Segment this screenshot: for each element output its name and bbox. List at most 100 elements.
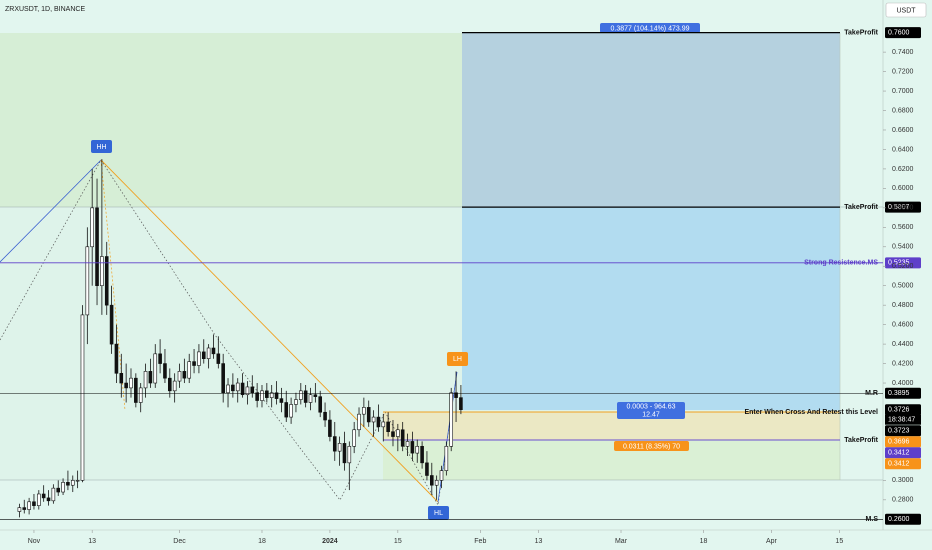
price-badge xyxy=(885,27,921,39)
candle-body xyxy=(400,429,405,447)
target-box-lower xyxy=(462,207,840,410)
candle-body xyxy=(269,392,274,398)
x-tick-label: 15 xyxy=(394,538,402,545)
zone-lower xyxy=(383,440,840,480)
entry-info: 0.0003 - 964.63 xyxy=(626,403,675,410)
y-tick-label: 0.7200 xyxy=(892,68,914,75)
hh-label: HH xyxy=(96,144,106,151)
symbol-title: ZRXUSDT, 1D, BINANCE xyxy=(5,6,85,13)
candle-body xyxy=(255,392,259,401)
price-badge-label: 0.3723 xyxy=(888,428,910,435)
price-badge-label: 0.5235 xyxy=(888,260,910,267)
level-text: TakeProfit xyxy=(844,29,878,36)
trend-line xyxy=(100,159,439,503)
candle-body xyxy=(284,402,289,418)
header xyxy=(0,0,932,20)
price-badge-label: 0.5807 xyxy=(888,204,910,211)
candle-body xyxy=(197,351,201,366)
candle-body xyxy=(376,416,381,428)
candle-body xyxy=(114,343,119,374)
y-tick-label: 0.3000 xyxy=(892,477,914,484)
y-tick-label: 0.5400 xyxy=(892,244,914,251)
candle-body xyxy=(366,407,371,423)
countdown: 18:38:47 xyxy=(888,417,915,424)
candle-body xyxy=(454,392,458,398)
currency[interactable]: USDT xyxy=(896,7,916,14)
candle-body xyxy=(85,246,90,316)
candle-body xyxy=(129,377,133,389)
candle-body xyxy=(425,462,429,476)
stop-info: 0.0311 (8.35%) 70 xyxy=(623,443,680,450)
price-badge-label: 0.3412 xyxy=(888,461,910,468)
level-text: M.S xyxy=(866,516,879,523)
candle-body xyxy=(396,429,400,437)
candle-body xyxy=(56,487,61,493)
price-badge xyxy=(885,458,921,470)
candles xyxy=(17,159,463,518)
candle-body xyxy=(182,371,187,379)
candle-body xyxy=(95,207,99,287)
y-tick-label: 0.5800 xyxy=(892,205,914,212)
y-tick-label: 0.6600 xyxy=(892,127,914,134)
candle-body xyxy=(303,390,308,403)
candle-body xyxy=(279,398,284,403)
candle-body xyxy=(439,470,444,481)
candle-body xyxy=(66,482,70,486)
candle-body xyxy=(434,480,439,486)
candle-body xyxy=(192,361,196,366)
lh-label: LH xyxy=(453,356,462,363)
candle-body xyxy=(260,390,264,401)
candle-body xyxy=(313,394,318,397)
candle-body xyxy=(221,363,225,394)
x-tick-label: 13 xyxy=(535,538,543,545)
y-tick-label: 0.4200 xyxy=(892,360,914,367)
level-text: TakeProfit xyxy=(844,437,878,444)
candle-body xyxy=(206,347,211,360)
candle-body xyxy=(318,396,323,413)
candle-body xyxy=(274,392,279,399)
entry-qty: 12.47 xyxy=(642,411,660,418)
candle-body xyxy=(80,314,85,481)
candle-body xyxy=(51,487,56,502)
candle-body xyxy=(104,256,109,306)
price-badge-label: 0.3696 xyxy=(888,439,910,446)
candle-body xyxy=(168,377,172,392)
candle-body xyxy=(211,347,216,355)
candle-body xyxy=(299,390,303,400)
candle-body xyxy=(143,371,148,389)
y-tick-label: 0.7000 xyxy=(892,88,914,95)
candle-body xyxy=(172,380,177,392)
price-badge xyxy=(885,436,921,448)
candle-body xyxy=(347,445,352,464)
zigzag xyxy=(0,159,458,507)
candle-body xyxy=(70,480,75,486)
target-box-upper xyxy=(462,33,840,207)
candle-body xyxy=(41,493,46,499)
candle-body xyxy=(231,384,235,392)
x-tick-label: 18 xyxy=(700,538,708,545)
currency-button[interactable] xyxy=(885,2,927,18)
candle-body xyxy=(216,353,221,364)
candle-body xyxy=(75,480,80,482)
candle-body xyxy=(342,443,347,464)
trend-line xyxy=(0,159,102,263)
candle-body xyxy=(134,377,138,403)
candle-body xyxy=(250,386,255,394)
lh-badge xyxy=(447,352,468,366)
y-tick-label: 0.5200 xyxy=(892,263,914,270)
candle-body xyxy=(138,387,143,403)
candle-body xyxy=(405,441,410,447)
x-tick-label: 18 xyxy=(258,538,266,545)
candle-body xyxy=(386,421,390,432)
candle-body xyxy=(352,429,356,447)
level-text: M.R xyxy=(865,390,878,397)
price-badge xyxy=(885,404,921,416)
x-tick-label: 13 xyxy=(88,538,96,545)
price-badge-label: 0.3726 xyxy=(888,407,910,414)
y-tick-label: 0.5600 xyxy=(892,224,914,231)
candle-body xyxy=(27,501,31,510)
y-tick-label: 0.6800 xyxy=(892,107,914,114)
hl-badge xyxy=(428,506,449,520)
